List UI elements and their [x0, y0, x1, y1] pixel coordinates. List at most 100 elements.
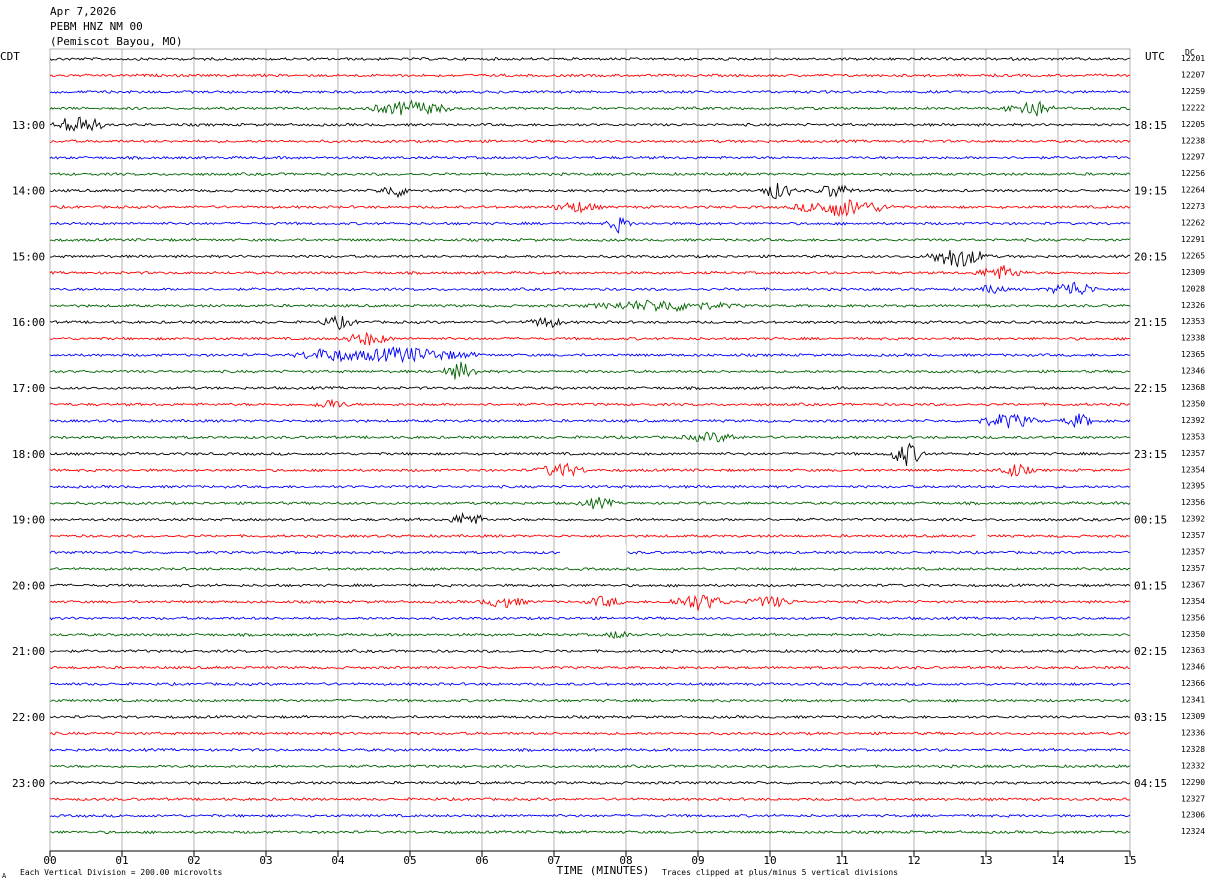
label-group: 12201 12207 12259 12222 12205 12238 12297 12256…: [12, 54, 1205, 867]
dc-offset-label: 12306: [1181, 811, 1205, 820]
dc-offset-label: 12357: [1181, 531, 1205, 540]
dc-offset-label: 12368: [1181, 383, 1205, 392]
trace-row: [49, 217, 1131, 234]
dc-offset-label: 12336: [1181, 728, 1205, 737]
dc-offset-label: 12265: [1181, 251, 1205, 260]
x-axis-title: TIME (MINUTES): [557, 864, 650, 877]
trace-row: [49, 332, 1130, 346]
x-tick-label: 07: [547, 854, 560, 867]
trace-row: [49, 398, 1131, 409]
right-time-label: 19:15: [1134, 185, 1167, 198]
left-time-label: 15:00: [12, 250, 45, 263]
right-time-label: 01:15: [1134, 579, 1167, 592]
dc-column-label: DC: [1185, 48, 1195, 57]
trace-row: [49, 182, 1131, 200]
trace-row: [49, 630, 1131, 640]
trace-group: [49, 56, 1131, 835]
trace-row: [49, 299, 1131, 313]
left-time-label: 16:00: [12, 316, 45, 329]
dc-offset-label: 12357: [1181, 548, 1205, 557]
trace-row: [49, 73, 1131, 78]
plot-date: Apr 7,2026: [50, 5, 117, 18]
dc-offset-label: 12328: [1181, 745, 1205, 754]
left-time-label: 22:00: [12, 711, 45, 724]
trace-row: [49, 681, 1131, 687]
trace-row: [50, 698, 1131, 703]
dc-offset-label: 12309: [1181, 712, 1205, 721]
trace-row: [49, 550, 1131, 555]
dc-offset-label: 12273: [1181, 202, 1205, 211]
trace-row: [49, 281, 1131, 296]
dc-offset-label: 12205: [1181, 120, 1205, 129]
trace-row: [49, 511, 1131, 524]
dc-offset-label: 12392: [1181, 416, 1205, 425]
station-id: PEBM HNZ NM 00: [50, 20, 143, 33]
trace-row: [49, 56, 1131, 62]
trace-row: [49, 249, 1131, 267]
right-time-label: 00:15: [1134, 514, 1167, 527]
dc-offset-label: 12324: [1181, 827, 1205, 836]
trace-row: [49, 665, 1131, 670]
dc-offset-label: 12326: [1181, 301, 1205, 310]
dc-offset-label: 12207: [1181, 70, 1205, 79]
left-time-label: 17:00: [12, 382, 45, 395]
data-gap: [561, 544, 626, 567]
dc-offset-label: 12354: [1181, 597, 1205, 606]
dc-offset-label: 12338: [1181, 334, 1205, 343]
trace-row: [49, 583, 1131, 588]
dc-offset-label: 12346: [1181, 367, 1205, 376]
x-tick-label: 11: [835, 854, 848, 867]
right-timezone-label: UTC: [1145, 50, 1165, 63]
dc-offset-label: 12222: [1181, 103, 1205, 112]
dc-offset-label: 12327: [1181, 794, 1205, 803]
trace-row: [49, 171, 1131, 177]
dc-offset-label: 12353: [1181, 317, 1205, 326]
trace-row: [49, 199, 1131, 218]
trace-row: [49, 99, 1131, 117]
trace-row: [49, 155, 1131, 160]
plot-grid: [49, 48, 1131, 852]
dc-offset-label: 12332: [1181, 761, 1205, 770]
x-tick-label: 13: [979, 854, 992, 867]
dc-offset-label: 12366: [1181, 679, 1205, 688]
x-tick-label: 15: [1123, 854, 1136, 867]
trace-row: [49, 431, 1131, 443]
trace-row: [49, 413, 1131, 429]
dc-offset-label: 12350: [1181, 399, 1205, 408]
right-time-label: 02:15: [1134, 645, 1167, 658]
left-time-label: 19:00: [12, 514, 45, 527]
dc-offset-label: 12256: [1181, 169, 1205, 178]
trace-row: [49, 764, 1131, 769]
trace-row: [49, 566, 1131, 572]
x-tick-label: 03: [259, 854, 272, 867]
left-time-label: 20:00: [12, 579, 45, 592]
trace-row: [49, 361, 1131, 380]
dc-offset-label: 12353: [1181, 432, 1205, 441]
left-time-label: 21:00: [12, 645, 45, 658]
data-gap: [975, 528, 986, 551]
x-tick-label: 14: [1051, 854, 1065, 867]
dc-offset-label: 12297: [1181, 153, 1205, 162]
trace-row: [49, 139, 1131, 144]
left-timezone-label: CDT: [0, 50, 20, 63]
right-time-label: 18:15: [1134, 119, 1167, 132]
dc-offset-label: 12356: [1181, 613, 1205, 622]
dc-offset-label: 12290: [1181, 778, 1205, 787]
x-tick-label: 02: [187, 854, 200, 867]
trace-row: [49, 265, 1131, 279]
trace-row: [49, 813, 1131, 818]
right-time-label: 22:15: [1134, 382, 1167, 395]
trace-row: [49, 496, 1131, 510]
gap-group: [561, 528, 986, 567]
trace-row: [49, 314, 1131, 331]
right-time-label: 20:15: [1134, 250, 1167, 263]
trace-row: [49, 648, 1131, 654]
scale-marker: A: [2, 872, 7, 880]
left-time-label: 18:00: [12, 448, 45, 461]
trace-row: [49, 116, 1131, 132]
trace-row: [49, 616, 1131, 621]
left-time-label: 13:00: [12, 119, 45, 132]
dc-offset-label: 12201: [1181, 54, 1205, 63]
x-tick-label: 01: [115, 854, 128, 867]
dc-offset-label: 12356: [1181, 498, 1205, 507]
